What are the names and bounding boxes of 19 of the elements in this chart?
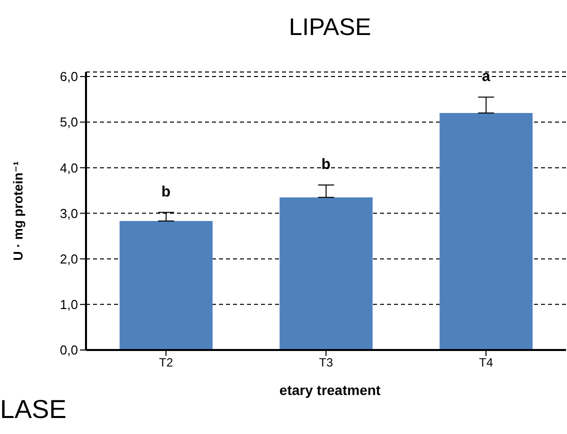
bar — [120, 221, 213, 350]
y-axis-title: U · mg protein⁻¹ — [10, 161, 26, 261]
x-tick-label: T3 — [318, 356, 334, 370]
y-tick-label: 3,0 — [60, 206, 78, 221]
y-tick-label: 4,0 — [60, 160, 78, 176]
x-axis-title: etary treatment — [278, 382, 382, 398]
chart-title: LIPASE — [288, 14, 372, 42]
x-tick-label: T4 — [478, 356, 494, 370]
y-tick-label: 2,0 — [60, 251, 78, 266]
bar — [440, 113, 533, 350]
x-tick-label: T2 — [158, 356, 174, 370]
y-tick-label: 1,0 — [60, 297, 78, 312]
annotation: b — [161, 183, 171, 200]
y-tick-label: 5,0 — [60, 114, 78, 130]
bar — [280, 197, 373, 350]
y-tick-label: 6,0 — [60, 69, 78, 84]
text: LASE — [0, 394, 66, 425]
y-tick-label: 0,0 — [60, 342, 78, 358]
annotation: b — [321, 156, 331, 174]
